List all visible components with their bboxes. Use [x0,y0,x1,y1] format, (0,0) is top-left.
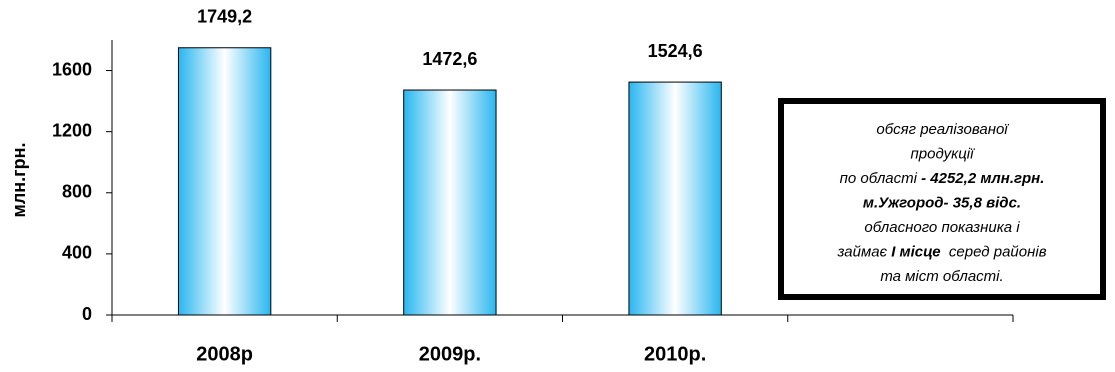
y-tick-label: 1200 [52,120,92,140]
x-tick-label: 2008р [196,343,253,365]
annotation-line: по області - 4252,2 млн.грн. [840,170,1045,187]
value-label: 1524,6 [648,41,703,61]
annotation-box [778,98,1106,300]
x-tick-label: 2010р. [644,343,706,365]
annotation-text: обласного показника і [864,219,1020,236]
y-axis-title: млн.грн. [9,143,29,218]
annotation-line: обласного показника і [864,219,1020,236]
annotation-text: серед районів [941,243,1047,260]
annotation-text: І місце [891,243,940,260]
annotation-text: - 4252,2 млн.грн. [917,170,1044,187]
annotation-text: м.Ужгород- 35,8 відс. [863,194,1021,211]
annotation-text: та міст області. [880,268,1003,285]
bar [177,47,272,316]
annotation-line: м.Ужгород- 35,8 відс. [863,194,1021,211]
x-tick-label: 2009р. [419,343,481,365]
annotation-line: обсяг реалізованої [876,121,1009,138]
annotation-line: займає І місце серед районів [836,243,1046,260]
annotation-text: продукції [911,145,976,162]
y-tick-label: 400 [62,243,92,263]
annotation-line: продукції [911,145,976,162]
annotation-text: по області [840,170,918,187]
annotation-text: займає [836,243,891,260]
value-label: 1749,2 [197,7,252,27]
bar [403,89,497,316]
bar [628,81,722,316]
annotation-line: та міст області. [880,268,1003,285]
annotation-text: обсяг реалізованої [876,121,1009,138]
y-tick-label: 800 [62,182,92,202]
value-label: 1472,6 [422,49,477,69]
y-tick-label: 0 [82,304,92,324]
y-tick-label: 1600 [52,59,92,79]
